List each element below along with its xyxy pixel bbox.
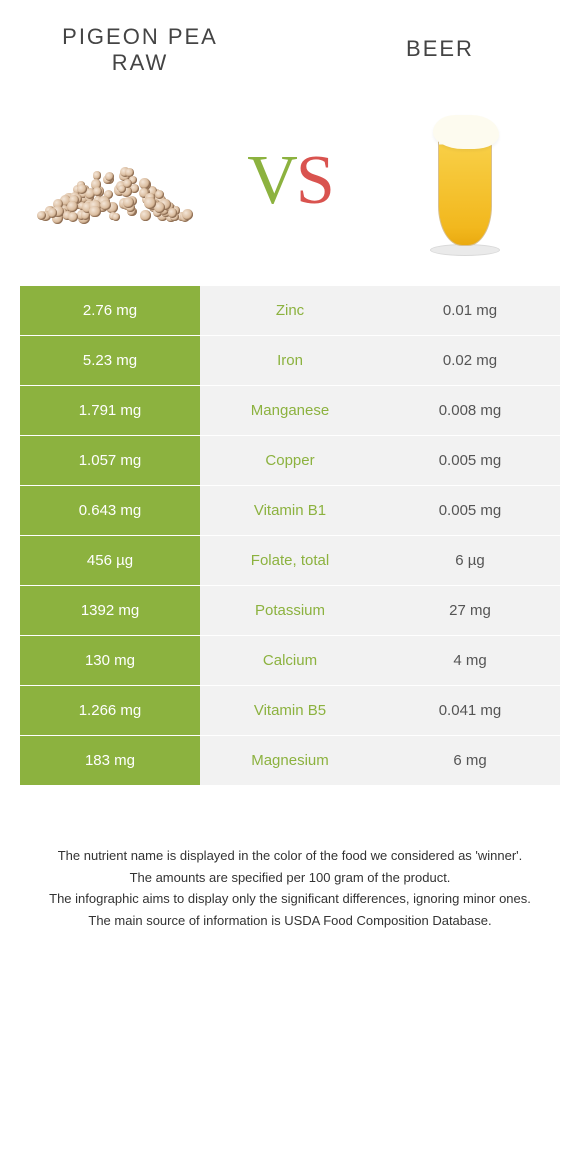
cell-right-value: 0.008 mg bbox=[380, 386, 560, 435]
cell-left-value: 1.791 mg bbox=[20, 386, 200, 435]
cell-left-value: 1.057 mg bbox=[20, 436, 200, 485]
cell-nutrient-name: Manganese bbox=[200, 386, 380, 435]
cell-right-value: 0.02 mg bbox=[380, 336, 560, 385]
cell-nutrient-name: Magnesium bbox=[200, 736, 380, 785]
food-title-right: Beer bbox=[350, 24, 530, 76]
title-left-line1: Pigeon pea bbox=[62, 24, 218, 49]
table-row: 0.643 mgVitamin B10.005 mg bbox=[20, 486, 560, 536]
table-row: 183 mgMagnesium6 mg bbox=[20, 736, 560, 786]
footer-line: The amounts are specified per 100 gram o… bbox=[40, 868, 540, 888]
cell-right-value: 6 mg bbox=[380, 736, 560, 785]
title-right: Beer bbox=[406, 36, 474, 61]
vs-s: S bbox=[296, 142, 333, 219]
vs-v: V bbox=[247, 142, 296, 219]
beer-glass bbox=[438, 126, 492, 246]
cell-nutrient-name: Zinc bbox=[200, 286, 380, 335]
footer-line: The nutrient name is displayed in the co… bbox=[40, 846, 540, 866]
table-row: 456 µgFolate, total6 µg bbox=[20, 536, 560, 586]
cell-right-value: 0.005 mg bbox=[380, 436, 560, 485]
food-title-left: Pigeon pea raw bbox=[50, 24, 230, 76]
table-row: 1.266 mgVitamin B50.041 mg bbox=[20, 686, 560, 736]
cell-right-value: 27 mg bbox=[380, 586, 560, 635]
cell-nutrient-name: Calcium bbox=[200, 636, 380, 685]
cell-right-value: 4 mg bbox=[380, 636, 560, 685]
cell-left-value: 1392 mg bbox=[20, 586, 200, 635]
footer-line: The main source of information is USDA F… bbox=[40, 911, 540, 931]
title-left-line2: raw bbox=[112, 50, 169, 75]
footer-notes: The nutrient name is displayed in the co… bbox=[40, 846, 540, 930]
cell-nutrient-name: Iron bbox=[200, 336, 380, 385]
beer-image bbox=[380, 106, 550, 256]
cell-right-value: 0.041 mg bbox=[380, 686, 560, 735]
cell-left-value: 0.643 mg bbox=[20, 486, 200, 535]
cell-nutrient-name: Potassium bbox=[200, 586, 380, 635]
table-row: 2.76 mgZinc0.01 mg bbox=[20, 286, 560, 336]
vs-label: VS bbox=[247, 141, 333, 221]
cell-nutrient-name: Vitamin B5 bbox=[200, 686, 380, 735]
table-row: 1.057 mgCopper0.005 mg bbox=[20, 436, 560, 486]
cell-right-value: 0.005 mg bbox=[380, 486, 560, 535]
cell-nutrient-name: Folate, total bbox=[200, 536, 380, 585]
cell-left-value: 1.266 mg bbox=[20, 686, 200, 735]
table-row: 1.791 mgManganese0.008 mg bbox=[20, 386, 560, 436]
cell-left-value: 183 mg bbox=[20, 736, 200, 785]
cell-left-value: 2.76 mg bbox=[20, 286, 200, 335]
image-row: VS bbox=[0, 86, 580, 286]
cell-right-value: 6 µg bbox=[380, 536, 560, 585]
cell-nutrient-name: Vitamin B1 bbox=[200, 486, 380, 535]
table-row: 130 mgCalcium4 mg bbox=[20, 636, 560, 686]
nutrient-table: 2.76 mgZinc0.01 mg5.23 mgIron0.02 mg1.79… bbox=[20, 286, 560, 786]
cell-nutrient-name: Copper bbox=[200, 436, 380, 485]
cell-right-value: 0.01 mg bbox=[380, 286, 560, 335]
cell-left-value: 130 mg bbox=[20, 636, 200, 685]
footer-line: The infographic aims to display only the… bbox=[40, 889, 540, 909]
pigeon-pea-image bbox=[30, 106, 200, 256]
table-row: 5.23 mgIron0.02 mg bbox=[20, 336, 560, 386]
cell-left-value: 456 µg bbox=[20, 536, 200, 585]
cell-left-value: 5.23 mg bbox=[20, 336, 200, 385]
header: Pigeon pea raw Beer bbox=[0, 0, 580, 86]
table-row: 1392 mgPotassium27 mg bbox=[20, 586, 560, 636]
beer-foam bbox=[433, 115, 499, 149]
